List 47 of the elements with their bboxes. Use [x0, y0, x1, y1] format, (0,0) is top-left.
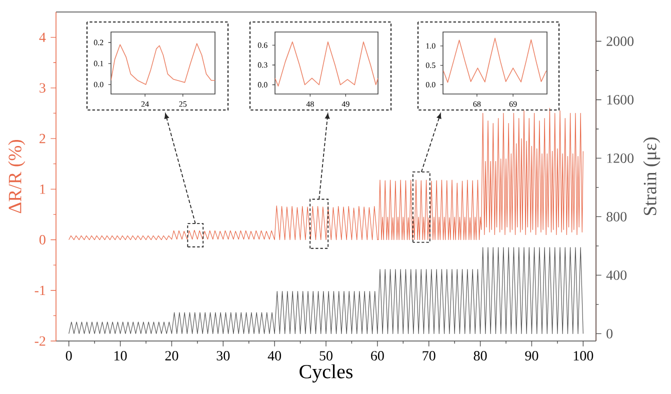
- x-tick-label: 60: [371, 351, 384, 360]
- line-series: [443, 38, 547, 83]
- x-tick-label: 40: [268, 351, 282, 360]
- x-tick-label: 48: [306, 101, 314, 107]
- x-tick-label: 68: [473, 101, 481, 107]
- x-tick-label: 70: [422, 351, 436, 360]
- y-tick-label: 0.6: [258, 42, 268, 48]
- x-tick-label: 69: [509, 101, 517, 107]
- x-tick-label: 90: [525, 351, 538, 360]
- x-tick-label: 24: [141, 101, 149, 107]
- y-tick-label: 1.0: [426, 43, 436, 49]
- y-tick-label: -2: [34, 336, 46, 346]
- y-axis-title: ΔR/R (%): [8, 140, 26, 214]
- y2-tick-label: 2000: [606, 36, 634, 46]
- y-tick-label: 0.1: [94, 60, 104, 66]
- y2-tick-label: 1600: [607, 95, 634, 104]
- y-tick-label: 2: [40, 134, 46, 144]
- y-tick-label: 0.3: [258, 62, 268, 68]
- line-series: [68, 247, 584, 334]
- y-tick-label: 1: [40, 184, 46, 194]
- y2-tick-label: 1200: [607, 154, 634, 163]
- line-series: [111, 43, 216, 85]
- y-tick-label: -1: [34, 286, 46, 295]
- y2-tick-label: 800: [606, 212, 627, 222]
- x-tick-label: 100: [574, 351, 594, 360]
- y-tick-label: 0.2: [94, 40, 104, 46]
- line-series: [68, 108, 584, 240]
- line-series: [275, 41, 378, 86]
- y2-tick-label: 0: [606, 328, 613, 338]
- x-tick-label: 80: [474, 351, 487, 360]
- y2-axis-title: Strain (με): [643, 138, 660, 216]
- y-tick-label: 4: [39, 32, 46, 42]
- x-tick-label: 49: [342, 101, 350, 107]
- x-tick-label: 0: [66, 351, 72, 360]
- y2-tick-label: 400: [606, 270, 627, 280]
- x-tick-label: 30: [216, 351, 230, 360]
- y-tick-label: 0.5: [426, 62, 436, 68]
- x-tick-label: 25: [179, 101, 187, 107]
- y-tick-label: 0.0: [258, 82, 268, 88]
- y-tick-label: 0.0: [426, 82, 436, 88]
- x-tick-label: 10: [114, 351, 127, 360]
- y-tick-label: 0: [39, 235, 46, 244]
- y-tick-label: 0.0: [94, 82, 104, 88]
- y-tick-label: 3: [40, 83, 46, 93]
- x-tick-label: 50: [320, 351, 332, 360]
- x-tick-label: 20: [165, 351, 178, 360]
- x-axis-title: Cycles: [300, 364, 352, 382]
